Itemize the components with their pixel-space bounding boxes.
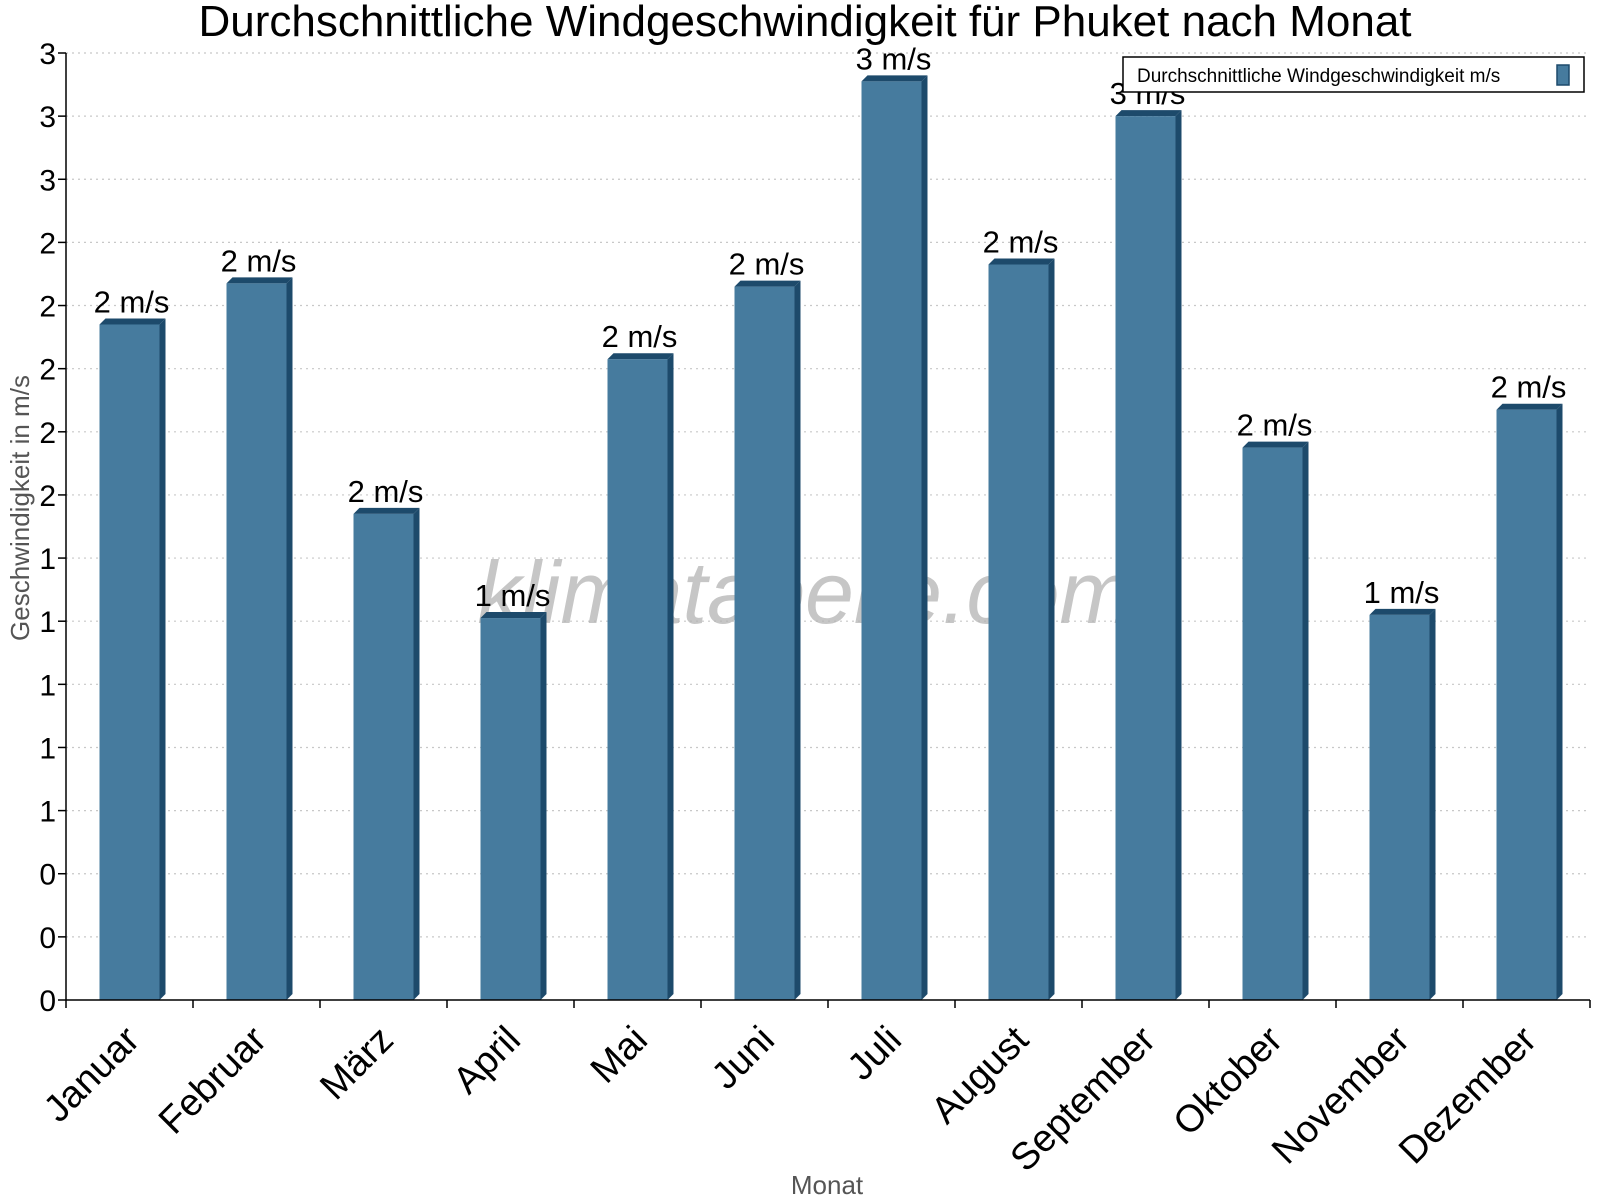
y-tick-label: 2 <box>39 354 56 387</box>
data-labels: 2 m/s 2 m/s 2 m/s 1 m/s 2 m/s 2 m/s 3 m/s 2 m/s… <box>94 41 1567 613</box>
legend-box <box>1122 56 1585 93</box>
bar-side <box>1429 608 1436 1000</box>
y-axis-label: Geschwindigkeit in m/s <box>5 375 35 641</box>
x-tick-label: Juni <box>704 1019 783 1098</box>
x-axis-label: Monat <box>791 1170 864 1200</box>
x-tick-label: Mai <box>583 1019 656 1092</box>
y-tick-label: 3 <box>39 38 56 71</box>
data-label: 2 m/s <box>1491 370 1567 405</box>
y-tick-label: 0 <box>39 985 56 1018</box>
bar-top <box>1496 403 1563 410</box>
bar-top <box>1115 110 1182 117</box>
y-tick-label: 1 <box>39 606 56 639</box>
y-tick-label: 3 <box>39 101 56 134</box>
bar-side <box>413 507 420 1000</box>
bar-top <box>353 507 420 514</box>
y-tick-label: 1 <box>39 669 56 702</box>
data-label: 1 m/s <box>1364 575 1440 610</box>
bar-top <box>607 353 674 360</box>
bar-front <box>607 359 668 1000</box>
bar-front <box>1496 409 1557 1000</box>
bar <box>988 258 1055 1000</box>
bar-front <box>480 618 541 1000</box>
y-tick-label: 2 <box>39 227 56 260</box>
x-tick-label: November <box>1264 1018 1418 1172</box>
y-tick-label: 0 <box>39 922 56 955</box>
data-label: 2 m/s <box>348 474 424 509</box>
bar <box>1115 110 1182 1001</box>
x-tick-label: Oktober <box>1166 1018 1292 1144</box>
bar <box>480 612 547 1000</box>
data-label: 2 m/s <box>983 224 1059 259</box>
bar-top <box>734 280 801 287</box>
bar <box>1369 608 1436 1000</box>
data-label: 2 m/s <box>729 247 805 282</box>
bar-side <box>1175 110 1182 1001</box>
bar-top <box>861 75 928 82</box>
y-tick-label: 1 <box>39 796 56 829</box>
bar-side <box>286 277 293 1001</box>
bar-top <box>988 258 1055 265</box>
bar-front <box>353 513 414 1000</box>
x-tick-label: Februar <box>151 1018 275 1142</box>
bar <box>861 75 928 1000</box>
bar <box>734 280 801 1000</box>
x-tick-label: Juli <box>840 1019 910 1089</box>
bar-top <box>99 318 166 325</box>
bar-side <box>540 612 547 1000</box>
y-tick-label: 1 <box>39 732 56 765</box>
bar-front <box>861 81 922 1000</box>
data-label: 2 m/s <box>94 284 170 319</box>
x-tick-label: März <box>312 1019 401 1108</box>
y-tick-label: 2 <box>39 291 56 324</box>
bar-side <box>1302 441 1309 1000</box>
bar-side <box>921 75 928 1000</box>
data-label: 3 m/s <box>856 41 932 76</box>
bar-top <box>480 612 547 619</box>
bar <box>1242 441 1309 1000</box>
data-label: 2 m/s <box>221 243 297 278</box>
y-tick-label: 0 <box>39 859 56 892</box>
data-label: 2 m/s <box>1237 408 1313 443</box>
bar-front <box>226 283 287 1001</box>
bar-front <box>734 286 795 1000</box>
bar-top <box>226 277 293 284</box>
bar-side <box>794 280 801 1000</box>
data-label: 1 m/s <box>475 578 551 613</box>
bar <box>226 277 293 1001</box>
bars <box>99 75 1563 1001</box>
x-tick-label: August <box>924 1018 1038 1132</box>
bar-front <box>988 264 1049 1000</box>
grid-lines <box>66 52 1590 938</box>
bar-side <box>1048 258 1055 1000</box>
x-tick-label: Januar <box>36 1018 148 1130</box>
legend-label: Durchschnittliche Windgeschwindigkeit m/… <box>1137 66 1500 87</box>
y-tick-label: 3 <box>39 164 56 197</box>
legend: Durchschnittliche Windgeschwindigkeit m/… <box>1122 56 1585 93</box>
bar-side <box>1556 403 1563 1000</box>
bar-top <box>1242 441 1309 448</box>
bar-front <box>1242 447 1303 1000</box>
bar <box>353 507 420 1000</box>
y-tick-label: 2 <box>39 417 56 450</box>
bar-side <box>667 353 674 1000</box>
bar-top <box>1369 608 1436 615</box>
bar <box>99 318 166 1000</box>
x-tick-label: April <box>445 1019 528 1102</box>
bar-side <box>159 318 166 1000</box>
bar <box>1496 403 1563 1000</box>
legend-swatch <box>1556 64 1570 86</box>
bar <box>607 353 674 1000</box>
y-tick-label: 1 <box>39 543 56 576</box>
y-tick-label: 2 <box>39 480 56 513</box>
bar-front <box>99 324 160 1000</box>
x-tick-label: Dezember <box>1391 1018 1545 1172</box>
chart-title: Durchschnittliche Windgeschwindigkeit fü… <box>198 0 1411 46</box>
data-label: 2 m/s <box>602 319 678 354</box>
bar-front <box>1369 614 1430 1000</box>
bar-front <box>1115 116 1176 1001</box>
